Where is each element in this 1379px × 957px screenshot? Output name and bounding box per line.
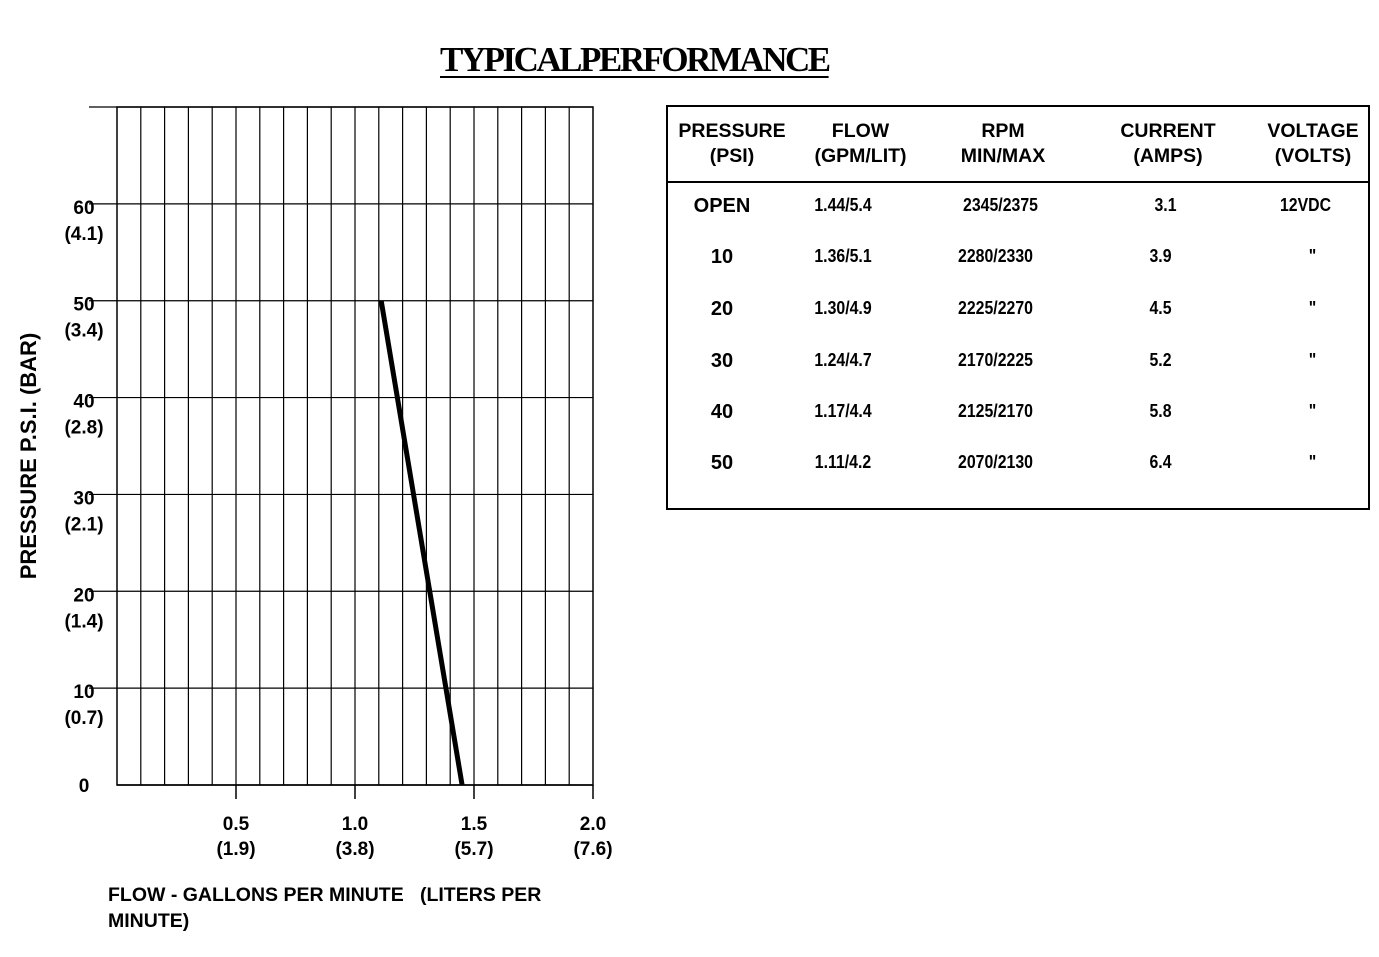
- x-tick-sublabel: (1.9): [216, 839, 255, 860]
- cell-voltage: ": [1308, 298, 1317, 318]
- header-voltage: VOLTAGE (VOLTS): [1267, 120, 1359, 167]
- cell-rpm: 2345/2375: [963, 195, 1038, 215]
- cell-voltage: ": [1308, 246, 1317, 266]
- cell-flow: 1.36/5.1: [814, 246, 872, 266]
- x-tick-label: 1.5: [461, 814, 488, 835]
- cell-rpm: 2170/2225: [958, 350, 1033, 370]
- table-row: OPEN 1.44/5.4 2345/2375 3.1 12VDC: [668, 195, 1368, 225]
- cell-voltage: ": [1308, 452, 1317, 472]
- cell-current: 3.1: [1154, 195, 1177, 215]
- y-tick-label: 60: [73, 198, 94, 219]
- y-tick-label: 30: [73, 488, 94, 509]
- y-tick-sublabel: (0.7): [64, 708, 103, 729]
- y-tick-sublabel: (1.4): [64, 611, 103, 632]
- cell-pressure: 30: [710, 350, 734, 372]
- header-current: CURRENT (AMPS): [1120, 120, 1216, 167]
- y-tick-label: 50: [73, 295, 94, 316]
- cell-pressure: 40: [710, 401, 734, 423]
- table-row: 30 1.24/4.7 2170/2225 5.2 ": [668, 350, 1368, 380]
- y-tick-label: 20: [73, 585, 94, 606]
- cell-current: 4.5: [1149, 298, 1172, 318]
- table-row: 50 1.11/4.2 2070/2130 6.4 ": [668, 452, 1368, 482]
- cell-pressure: OPEN: [693, 195, 751, 217]
- x-tick-sublabel: (7.6): [573, 839, 612, 860]
- cell-rpm: 2225/2270: [958, 298, 1033, 318]
- header-rpm: RPM MIN/MAX: [960, 120, 1046, 167]
- y-tick-sublabel: (2.1): [64, 514, 103, 535]
- performance-table: PRESSURE (PSI) FLOW (GPM/LIT) RPM MIN/MA…: [666, 105, 1370, 510]
- cell-flow: 1.11/4.2: [814, 452, 872, 472]
- header-flow: FLOW (GPM/LIT): [814, 120, 907, 167]
- cell-rpm: 2070/2130: [958, 452, 1033, 472]
- table-row: 40 1.17/4.4 2125/2170 5.8 ": [668, 401, 1368, 431]
- x-tick-label: 1.0: [342, 814, 368, 835]
- header-pressure: PRESSURE (PSI): [678, 120, 786, 167]
- y-tick-sublabel: (4.1): [64, 224, 103, 245]
- cell-voltage: 12VDC: [1279, 195, 1332, 215]
- cell-rpm: 2280/2330: [958, 246, 1033, 266]
- x-axis-title: FLOW - GALLONS PER MINUTE (LITERS PER MI…: [108, 884, 547, 932]
- cell-flow: 1.30/4.9: [814, 298, 872, 318]
- table-row: 20 1.30/4.9 2225/2270 4.5 ": [668, 298, 1368, 328]
- x-tick-sublabel: (5.7): [454, 839, 493, 860]
- cell-flow: 1.44/5.4: [814, 195, 872, 215]
- y-tick-label: 10: [73, 682, 94, 703]
- cell-flow: 1.17/4.4: [814, 401, 872, 421]
- cell-pressure: 20: [710, 298, 734, 320]
- x-tick-label: 2.0: [580, 814, 606, 835]
- x-tick-sublabel: (3.8): [335, 839, 374, 860]
- y-tick-label: 0: [79, 776, 90, 797]
- performance-curve: [378, 300, 465, 786]
- y-tick-sublabel: (2.8): [64, 418, 103, 439]
- cell-flow: 1.24/4.7: [814, 350, 872, 370]
- chart-title: TYPICALPERFORMANCE: [440, 40, 831, 79]
- x-tick-label: 0.5: [223, 814, 250, 835]
- cell-current: 3.9: [1149, 246, 1172, 266]
- cell-voltage: ": [1308, 350, 1317, 370]
- table-row: 10 1.36/5.1 2280/2330 3.9 ": [668, 246, 1368, 276]
- cell-voltage: ": [1308, 401, 1317, 421]
- cell-current: 6.4: [1149, 452, 1172, 472]
- cell-pressure: 10: [710, 246, 734, 268]
- cell-rpm: 2125/2170: [958, 401, 1033, 421]
- y-tick-sublabel: (3.4): [64, 321, 103, 342]
- y-tick-label: 40: [73, 392, 94, 413]
- cell-current: 5.2: [1149, 350, 1172, 370]
- y-axis-title: PRESSURE P.S.I. (BAR): [16, 333, 41, 580]
- table-header: PRESSURE (PSI) FLOW (GPM/LIT) RPM MIN/MA…: [668, 107, 1368, 183]
- performance-chart: 0.5 (1.9) 1.0 (3.8) 1.5 (5.7) 2.0 (7.6) 0 10 (0.7)…: [16, 106, 613, 860]
- cell-pressure: 50: [710, 452, 734, 474]
- cell-current: 5.8: [1149, 401, 1172, 421]
